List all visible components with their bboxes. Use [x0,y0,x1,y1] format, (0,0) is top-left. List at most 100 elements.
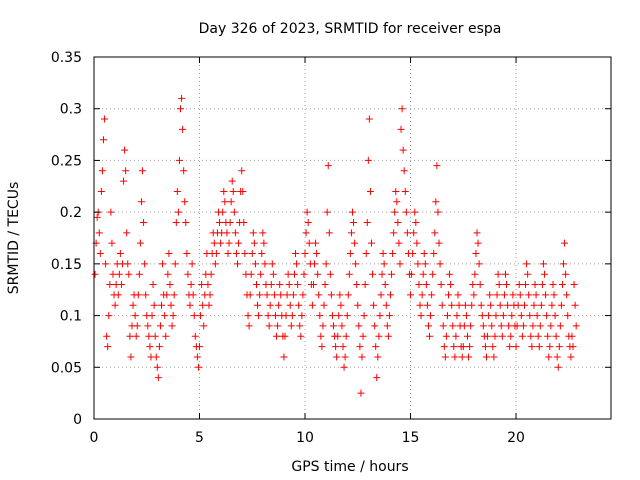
data-point [127,353,135,361]
x-tick-label: 10 [296,430,314,446]
data-point [198,281,206,289]
data-point [503,281,511,289]
data-point [568,332,576,340]
data-point [295,301,303,309]
data-point [241,250,249,258]
data-point [146,343,154,351]
data-point [135,270,143,278]
data-point [175,156,183,164]
data-point [448,301,456,309]
data-point [311,260,319,268]
data-point [174,208,182,216]
data-point [338,322,346,330]
data-point [537,301,545,309]
data-point [309,281,317,289]
data-point [115,270,123,278]
data-point [250,239,258,247]
data-point [377,291,385,299]
data-point [399,146,407,154]
data-point [282,312,290,320]
data-point [285,281,293,289]
data-point [207,270,215,278]
data-point [321,281,329,289]
data-point [313,250,321,258]
data-point [426,332,434,340]
plot-frame [93,56,612,420]
data-point [204,281,212,289]
data-point [258,250,266,258]
data-point [450,343,458,351]
data-point [524,270,532,278]
data-point [216,218,224,226]
data-point [470,291,478,299]
data-point [343,312,351,320]
data-point [395,239,403,247]
data-point [327,291,335,299]
data-point [132,332,140,340]
data-point [424,322,432,330]
data-point [268,260,276,268]
data-point [107,208,115,216]
data-point [182,218,190,226]
data-point [491,332,499,340]
data-point [105,312,113,320]
data-point [312,239,320,247]
data-point [323,208,331,216]
data-point [363,218,371,226]
data-point [163,291,171,299]
data-point [533,312,541,320]
data-point [259,229,267,237]
data-point [264,312,272,320]
x-tick-label: 15 [402,430,420,446]
data-point [210,239,218,247]
data-point [528,343,536,351]
data-point [414,260,422,268]
data-point [572,322,580,330]
data-point [122,167,130,175]
data-point [530,301,538,309]
data-point [391,208,399,216]
data-point [287,322,295,330]
data-point [316,312,324,320]
data-point [320,301,328,309]
data-point [183,250,191,258]
data-point [412,218,420,226]
data-point [221,198,229,206]
data-point [403,229,411,237]
data-point [501,270,509,278]
data-point [441,353,449,361]
data-point [385,312,393,320]
data-point [265,322,273,330]
data-point [402,208,410,216]
data-point [564,312,572,320]
data-point [388,270,396,278]
data-point [286,301,294,309]
data-point [563,291,571,299]
data-point [171,260,179,268]
data-point [133,322,141,330]
data-point [251,260,259,268]
data-point [464,332,472,340]
data-point [371,322,379,330]
data-point [191,332,199,340]
data-point [554,363,562,371]
data-point [226,218,234,226]
data-point [484,332,492,340]
data-point [543,312,551,320]
data-point [558,281,566,289]
data-point [102,260,110,268]
data-point [322,260,330,268]
data-point [429,270,437,278]
data-point [498,332,506,340]
data-point [506,343,514,351]
data-point [101,115,109,123]
data-point [156,322,164,330]
data-point [200,322,208,330]
data-point [370,301,378,309]
data-point [520,301,528,309]
data-point [383,322,391,330]
data-point [439,322,447,330]
data-point [159,260,167,268]
data-point [549,281,557,289]
